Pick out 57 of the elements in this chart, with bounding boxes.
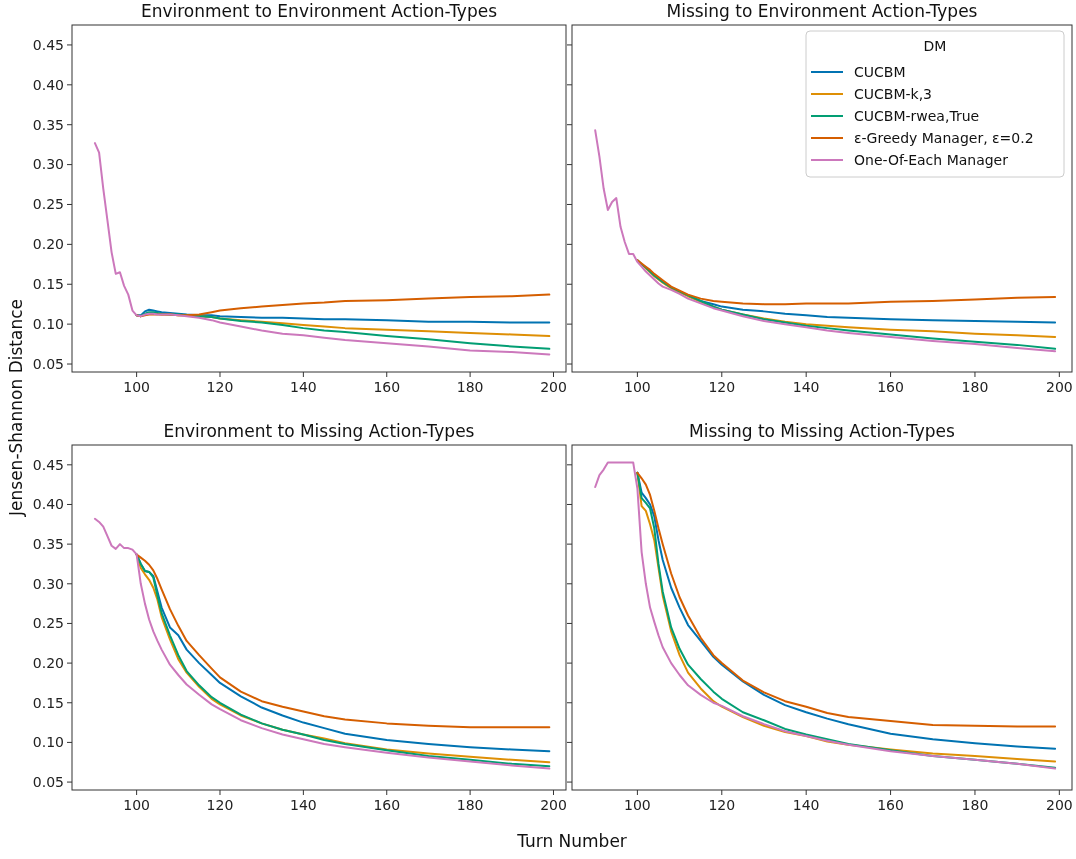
x-tick-label: 140 [792, 797, 820, 813]
x-tick-label: 200 [1045, 797, 1073, 813]
y-tick-label: 0.25 [32, 615, 64, 632]
chart-title: Environment to Missing Action-Types [163, 421, 475, 441]
y-tick-label: 0.45 [32, 36, 64, 53]
x-tick-label: 100 [123, 379, 150, 395]
x-tick-label: 100 [624, 379, 651, 395]
y-tick-label: 0.10 [32, 316, 64, 333]
y-tick-label: 0.30 [32, 575, 64, 592]
x-tick-label: 100 [123, 797, 150, 813]
legend-label: CUCBM-k,3 [854, 85, 932, 102]
x-tick-label: 200 [540, 379, 567, 395]
y-tick-label: 0.15 [32, 694, 64, 711]
y-tick-label: 0.35 [32, 116, 64, 133]
x-tick-label: 160 [877, 797, 904, 813]
x-tick-label: 200 [540, 797, 567, 813]
legend-title: DM [923, 38, 947, 54]
x-axis-title: Turn Number [516, 831, 627, 851]
y-tick-label: 0.15 [32, 276, 64, 293]
legend-label: CUCBM [854, 63, 906, 80]
y-tick-label: 0.40 [32, 496, 64, 513]
chart-title: Missing to Environment Action-Types [666, 1, 978, 21]
x-tick-label: 180 [456, 797, 484, 813]
y-tick-label: 0.05 [32, 355, 64, 372]
x-tick-label: 180 [961, 797, 989, 813]
x-tick-label: 140 [792, 379, 820, 395]
line-series [93, 142, 551, 356]
x-tick-label: 100 [624, 797, 651, 813]
y-tick-label: 0.10 [32, 734, 64, 751]
chart-title: Missing to Missing Action-Types [689, 421, 956, 441]
x-tick-label: 120 [708, 379, 736, 395]
y-tick-label: 0.30 [32, 156, 64, 173]
x-tick-label: 200 [1045, 379, 1073, 395]
x-tick-label: 180 [456, 379, 484, 395]
y-tick-label: 0.40 [32, 76, 64, 93]
x-tick-label: 180 [961, 379, 989, 395]
y-axis-title: Jensen-Shannon Distance [6, 299, 26, 517]
x-tick-label: 120 [708, 797, 736, 813]
x-tick-label: 160 [373, 797, 401, 813]
x-tick-label: 120 [206, 379, 234, 395]
x-tick-label: 140 [290, 797, 317, 813]
y-tick-label: 0.35 [32, 536, 64, 553]
legend-label: CUCBM-rwea,True [854, 107, 980, 124]
line-series [93, 517, 551, 770]
x-tick-label: 160 [877, 379, 904, 395]
x-tick-label: 140 [290, 379, 317, 395]
legend-label: One-Of-Each Manager [854, 151, 1009, 168]
x-tick-label: 120 [206, 797, 234, 813]
y-tick-label: 0.45 [32, 456, 64, 473]
y-tick-label: 0.05 [32, 773, 64, 790]
chart-title: Environment to Environment Action-Types [140, 1, 498, 21]
y-tick-label: 0.25 [32, 196, 64, 213]
legend-label: ε-Greedy Manager, ε=0.2 [854, 129, 1034, 146]
line-series [135, 308, 551, 324]
x-tick-label: 160 [373, 379, 401, 395]
y-tick-label: 0.20 [32, 236, 64, 253]
y-tick-label: 0.20 [32, 655, 64, 671]
